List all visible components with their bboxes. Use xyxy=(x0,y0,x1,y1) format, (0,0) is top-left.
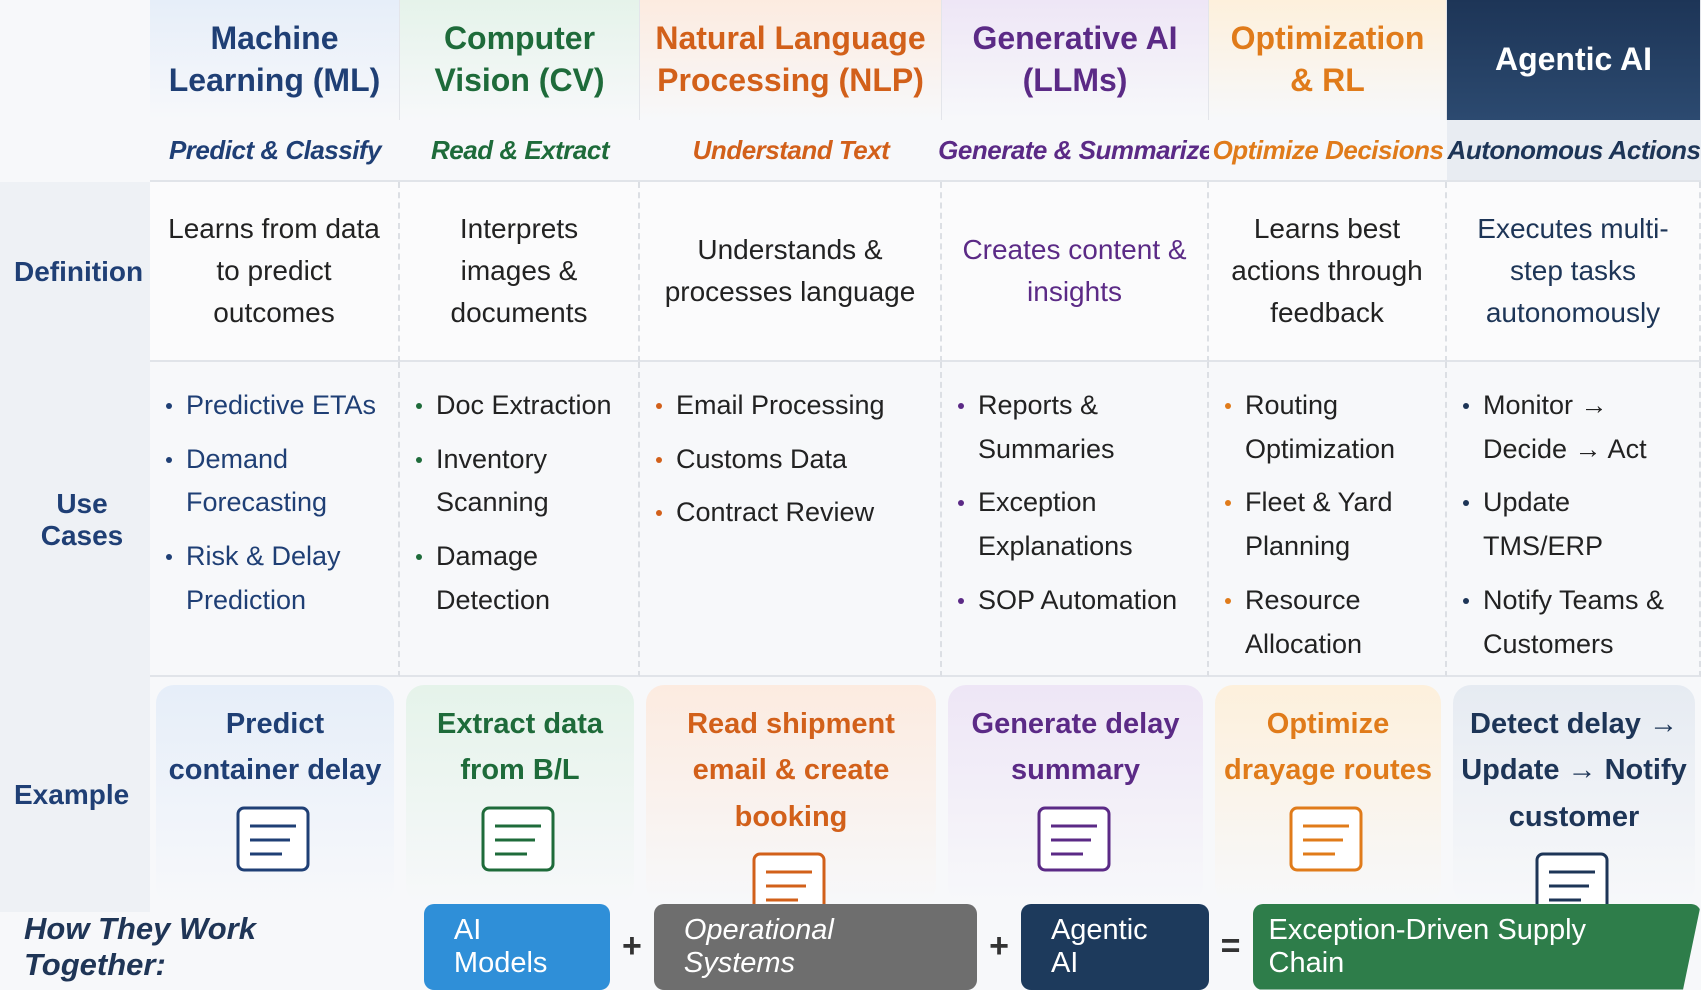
use-case-list: Email Processing Customs Data Contract Rev… xyxy=(654,384,885,545)
use-case: Update TMS/ERP xyxy=(1461,481,1693,568)
definition: Interprets images & documents xyxy=(400,182,640,362)
example-cell: Extract data from B/L xyxy=(400,677,640,912)
row-label: Definition xyxy=(0,182,150,362)
example-card: Detect delay → Update → Notify customer xyxy=(1453,685,1695,904)
operator: + xyxy=(989,927,1009,966)
use-case-list: Reports & Summaries Exception Explanation… xyxy=(956,384,1201,633)
use-case-list: Doc Extraction Inventory Scanning Damage D… xyxy=(414,384,632,633)
use-cases: Reports & Summaries Exception Explanation… xyxy=(942,362,1209,677)
definition: Creates content & insights xyxy=(942,182,1209,362)
use-cases: Monitor → Decide → Act Update TMS/ERP Noti… xyxy=(1447,362,1701,677)
row-label: Use Cases xyxy=(0,362,150,677)
use-case: SOP Automation xyxy=(956,579,1201,623)
use-case: Contract Review xyxy=(654,491,885,535)
operator: + xyxy=(622,927,642,966)
example-card: Read shipment email & create booking xyxy=(646,685,936,904)
use-cases: Email Processing Customs Data Contract Rev… xyxy=(640,362,942,677)
use-case: Demand Forecasting xyxy=(164,438,392,525)
example-cell: Generate delay summary xyxy=(942,677,1209,912)
column-subtitle: Understand Text xyxy=(640,120,942,182)
use-case: Email Processing xyxy=(654,384,885,428)
column-subtitle: Predict & Classify xyxy=(150,120,400,182)
column-subtitle: Autonomous Actions xyxy=(1447,120,1701,182)
column-title: Natural Language Processing (NLP) xyxy=(640,0,942,120)
column-subtitle: Optimize Decisions xyxy=(1209,120,1447,182)
footer-pill: AI Models xyxy=(424,904,610,990)
use-case: Risk & Delay Prediction xyxy=(164,535,392,622)
example-text: Extract data from B/L xyxy=(406,701,634,794)
column-title: Machine Learning (ML) xyxy=(150,0,400,120)
example-text: Detect delay → Update → Notify customer xyxy=(1453,701,1695,840)
definition: Executes multi-step tasks autonomously xyxy=(1447,182,1701,362)
use-case: Monitor → Decide → Act xyxy=(1461,384,1693,471)
definition: Learns best actions through feedback xyxy=(1209,182,1447,362)
example-cell: Predict container delay xyxy=(150,677,400,912)
use-case: Routing Optimization xyxy=(1223,384,1439,471)
use-case: Reports & Summaries xyxy=(956,384,1201,471)
definition: Understands & processes language xyxy=(640,182,942,362)
icon xyxy=(220,794,330,884)
example-card: Generate delay summary xyxy=(948,685,1203,904)
icon xyxy=(736,840,846,904)
use-case: Inventory Scanning xyxy=(414,438,632,525)
use-case: Predictive ETAs xyxy=(164,384,392,428)
column-title: Computer Vision (CV) xyxy=(400,0,640,120)
column-title: Agentic AI xyxy=(1447,0,1701,120)
use-case: Doc Extraction xyxy=(414,384,632,428)
example-text: Optimize drayage routes xyxy=(1215,701,1441,794)
example-text: Predict container delay xyxy=(156,701,394,794)
use-case-list: Routing Optimization Fleet & Yard Plannin… xyxy=(1223,384,1439,676)
use-cases: Predictive ETAs Demand Forecasting Risk & … xyxy=(150,362,400,677)
example-cell: Read shipment email & create booking xyxy=(640,677,942,912)
example-card: Extract data from B/L xyxy=(406,685,634,904)
use-case-list: Predictive ETAs Demand Forecasting Risk & … xyxy=(164,384,392,633)
column-subtitle: Generate & Summarize xyxy=(942,120,1209,182)
definition: Learns from data to predict outcomes xyxy=(150,182,400,362)
icon xyxy=(1273,794,1383,884)
example-text: Read shipment email & create booking xyxy=(646,701,936,840)
example-cell: Optimize drayage routes xyxy=(1209,677,1447,912)
icon xyxy=(1021,794,1131,884)
icon xyxy=(1519,840,1629,904)
footer-result: Exception-Driven Supply Chain xyxy=(1253,904,1701,990)
example-card: Optimize drayage routes xyxy=(1215,685,1441,904)
icon xyxy=(465,794,575,884)
footer-pill: Operational Systems xyxy=(654,904,977,990)
example-cell: Detect delay → Update → Notify customer xyxy=(1447,677,1701,912)
use-case: Customs Data xyxy=(654,438,885,482)
use-case: Damage Detection xyxy=(414,535,632,622)
use-case: Exception Explanations xyxy=(956,481,1201,568)
use-case: Resource Allocation xyxy=(1223,579,1439,666)
column-title: Generative AI (LLMs) xyxy=(942,0,1209,120)
use-case: Fleet & Yard Planning xyxy=(1223,481,1439,568)
example-card: Predict container delay xyxy=(156,685,394,904)
use-cases: Routing Optimization Fleet & Yard Plannin… xyxy=(1209,362,1447,677)
operator: = xyxy=(1221,927,1241,966)
footer-pill: Agentic AI xyxy=(1021,904,1209,990)
use-case: Notify Teams & Customers xyxy=(1461,579,1693,666)
use-cases: Doc Extraction Inventory Scanning Damage D… xyxy=(400,362,640,677)
column-title: Optimization & RL xyxy=(1209,0,1447,120)
row-label: Example xyxy=(0,677,150,912)
footer: How They Work Together:AI Models+Operati… xyxy=(0,912,1701,981)
example-text: Generate delay summary xyxy=(948,701,1203,794)
footer-label: How They Work Together: xyxy=(24,911,398,983)
column-subtitle: Read & Extract xyxy=(400,120,640,182)
use-case-list: Monitor → Decide → Act Update TMS/ERP Noti… xyxy=(1461,384,1693,676)
